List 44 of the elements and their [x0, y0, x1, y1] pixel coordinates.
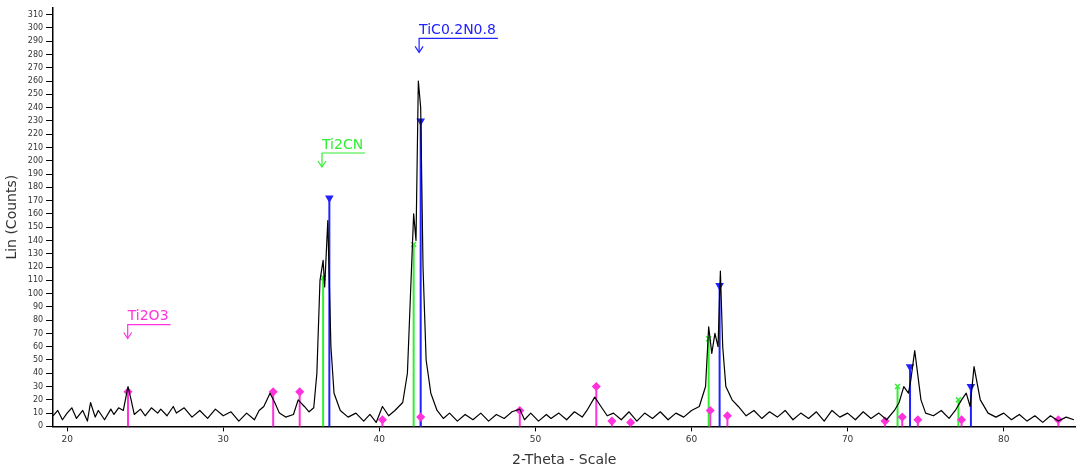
x-tick-label: 30	[217, 434, 230, 445]
y-tick-label: 290	[27, 36, 44, 46]
x-tick-label: 50	[529, 434, 542, 445]
y-tick-label: 280	[27, 49, 44, 59]
y-tick-label: 200	[27, 155, 44, 165]
x-axis-title: 2-Theta - Scale	[512, 451, 617, 468]
y-tick-label: 70	[32, 328, 44, 338]
y-tick-label: 230	[27, 115, 44, 125]
y-tick-label: 160	[27, 208, 44, 218]
y-tick-label: 30	[32, 381, 44, 391]
y-tick-label: 220	[27, 129, 44, 139]
y-tick-label: 80	[32, 315, 44, 325]
y-tick-label: 110	[27, 275, 44, 285]
x-tick-label: 80	[997, 434, 1010, 445]
y-tick-label: 240	[27, 102, 44, 112]
y-tick-label: 300	[27, 23, 44, 32]
y-tick-label: 100	[27, 288, 44, 298]
y-tick-label: 60	[32, 341, 44, 351]
y-tick-label: 270	[27, 62, 44, 72]
y-tick-label: 0	[37, 421, 44, 431]
y-tick-label: 130	[27, 248, 44, 258]
y-tick-label: 90	[32, 301, 44, 311]
y-tick-label: 10	[32, 408, 44, 418]
x-tick-label: 40	[373, 434, 386, 445]
y-tick-label: 20	[32, 394, 44, 404]
annotation: TiC0.2N0.8	[418, 20, 496, 37]
y-tick-label: 180	[27, 182, 44, 192]
annotation: Ti2O3	[126, 307, 169, 324]
annotation: Ti2CN	[320, 135, 364, 152]
x-tick-label: 70	[841, 434, 854, 445]
y-axis-title: Lin (Counts)	[3, 174, 20, 260]
y-tick-label: 190	[27, 169, 44, 179]
x-tick-label: 20	[61, 434, 74, 445]
y-tick-label: 310	[27, 9, 44, 19]
y-tick-label: 40	[32, 368, 44, 378]
y-tick-label: 50	[32, 355, 44, 365]
y-tick-label: 150	[27, 222, 44, 232]
y-tick-label: 170	[27, 195, 44, 205]
x-tick-label: 60	[685, 434, 698, 445]
y-tick-label: 260	[27, 76, 44, 86]
y-tick-label: 140	[27, 235, 44, 245]
y-tick-label: 210	[27, 142, 44, 152]
y-tick-label: 250	[27, 89, 44, 99]
y-tick-label: 120	[27, 262, 44, 272]
